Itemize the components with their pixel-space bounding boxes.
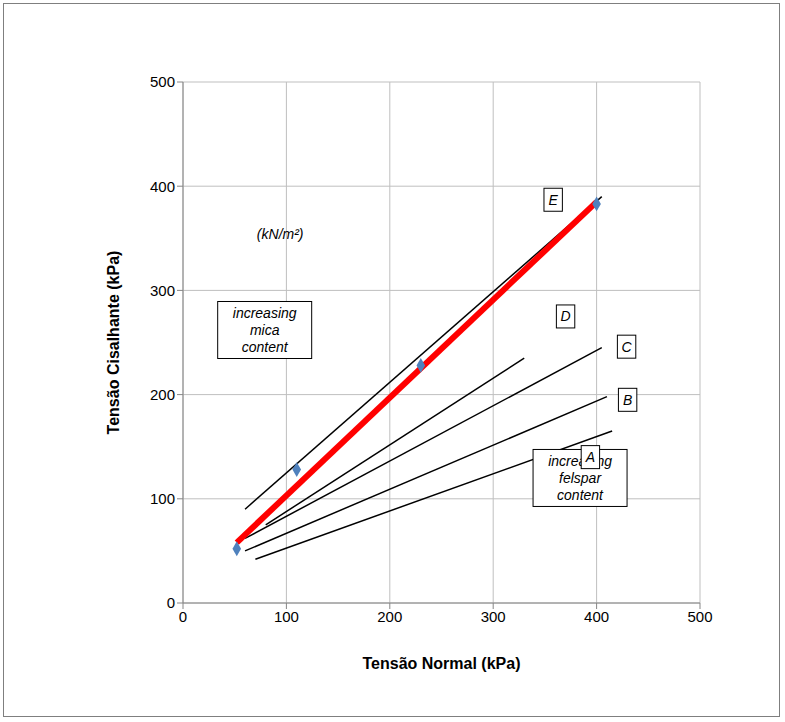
svg-text:increasingfelsparcontent: increasingfelsparcontent (548, 453, 612, 503)
svg-text:100: 100 (274, 608, 299, 625)
svg-text:300: 300 (481, 608, 506, 625)
svg-text:100: 100 (150, 490, 175, 507)
svg-text:Tensão Cisalhante (kPa): Tensão Cisalhante (kPa) (105, 251, 122, 435)
svg-text:300: 300 (150, 282, 175, 299)
svg-text:B: B (623, 392, 632, 408)
svg-text:0: 0 (167, 594, 175, 611)
svg-text:C: C (622, 339, 633, 355)
svg-text:(kN/m²): (kN/m²) (257, 226, 304, 242)
svg-text:500: 500 (687, 608, 712, 625)
svg-text:400: 400 (584, 608, 609, 625)
svg-text:0: 0 (179, 608, 187, 625)
svg-text:400: 400 (150, 178, 175, 195)
svg-text:200: 200 (150, 386, 175, 403)
svg-text:D: D (561, 308, 571, 324)
svg-text:500: 500 (150, 73, 175, 90)
svg-text:increasingmicacontent: increasingmicacontent (233, 305, 297, 355)
svg-text:E: E (549, 192, 559, 208)
svg-text:200: 200 (377, 608, 402, 625)
svg-text:Tensão Normal (kPa): Tensão Normal (kPa) (363, 655, 521, 672)
svg-text:A: A (585, 449, 595, 465)
